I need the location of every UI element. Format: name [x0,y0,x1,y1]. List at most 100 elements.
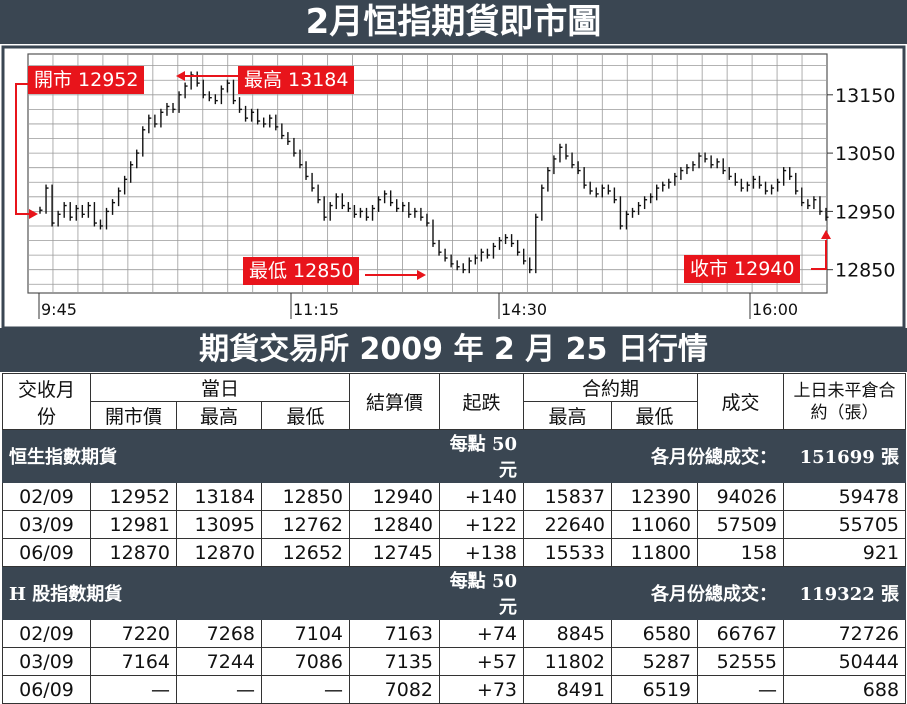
cell-change: +57 [439,647,525,676]
cell-contract-high: 8845 [523,619,613,648]
cell-open: — [90,675,177,704]
cell-contract-low: 11060 [611,510,699,539]
cell-month: 03/09 [2,647,91,676]
section-name: H 股指數期貨 [1,566,441,620]
cell-open-interest: 59478 [783,482,907,511]
cell-change: +138 [439,538,525,567]
cell-open: 7164 [90,647,177,676]
cell-month: 06/09 [2,538,91,567]
cell-change: +122 [439,510,525,539]
callout-close: 收市 12940 [684,255,801,283]
header-contract-high: 最高 [523,401,613,430]
y-tick-label: 12950 [835,201,895,223]
cell-settle: 7135 [349,647,441,676]
cell-month: 02/09 [2,619,91,648]
arrowhead-high [176,71,185,81]
x-tick-label: 16:00 [752,300,798,319]
table-row: 02/09 12952 13184 12850 12940 +140 15837 12390 9… [2,482,907,511]
cell-open: 12952 [90,482,177,511]
cell-low: 7086 [260,647,351,676]
arrowhead-low [417,270,426,280]
section-unit: 每點 50 元 [439,566,525,620]
header-month: 交收月份 [2,373,91,430]
cell-low: 12652 [260,538,351,567]
x-tick-label: 11:15 [293,300,339,319]
cell-settle: 12840 [349,510,441,539]
cell-volume: 52555 [697,647,785,676]
section-unit: 每點 50 元 [439,429,525,483]
cell-high: 7244 [176,647,262,676]
cell-settle: 7082 [349,675,441,704]
section-total-value: 151699 張 [783,429,907,483]
cell-change: +73 [439,675,525,704]
cell-low: 12762 [260,510,351,539]
table-title: 期貨交易所 2009 年 2 月 25 日行情 [0,328,907,372]
header-high: 最高 [176,401,262,430]
cell-high: 13095 [176,510,262,539]
cell-open-interest: 921 [783,538,907,567]
chart-title: 2月恒指期貨即市圖 [0,0,907,44]
table-row: 06/09— — —7082 +73 8491 6519—688 [2,675,907,704]
cell-volume: 57509 [697,510,785,539]
header-low: 最低 [260,401,351,430]
cell-low: 7104 [260,619,351,648]
arrowhead-open [29,209,38,219]
y-tick-label: 13050 [835,143,895,165]
cell-volume: 94026 [697,482,785,511]
cell-volume: 66767 [697,619,785,648]
arrow-close [811,240,827,270]
cell-contract-high: 11802 [523,647,613,676]
cell-month: 03/09 [2,510,91,539]
header-contract: 合約期 [523,373,699,402]
cell-contract-high: 15837 [523,482,613,511]
section-header: 恒生指數期貨 每點 50 元各月份總成交： 151699 張 [1,429,907,483]
arrow-open [15,83,33,215]
table-row: 06/09 12870 12870 12652 12745 +138 15533 11800 1… [2,538,907,567]
table-row: 02/09 7220 7268 7104 7163 +74 8845 6580 66767 727… [2,619,907,648]
cell-settle: 12745 [349,538,441,567]
x-tick-label: 14:30 [501,300,547,319]
cell-open-interest: 72726 [783,619,907,648]
table-row: 03/09 7164 7244 7086 7135 +57 11802 5287 52555 50… [2,647,907,676]
arrowhead-close [821,230,831,239]
cell-open-interest: 50444 [783,647,907,676]
cell-settle: 7163 [349,619,441,648]
cell-high: 13184 [176,482,262,511]
cell-high: 7268 [176,619,262,648]
cell-open-interest: 688 [783,675,907,704]
cell-high: 12870 [176,538,262,567]
cell-volume: — [697,675,785,704]
cell-month: 06/09 [2,675,91,704]
cell-contract-high: 15533 [523,538,613,567]
cell-open: 7220 [90,619,177,648]
intraday-chart: 13150 13050 12950 12850 9:45 11:15 14:30 16:00 … [0,44,907,328]
cell-change: +140 [439,482,525,511]
table-row: 03/09 12981 13095 12762 12840 +122 22640 11060 5… [2,510,907,539]
cell-contract-low: 12390 [611,482,699,511]
section-total-label: 各月份總成交： [523,566,785,620]
cell-contract-high: 22640 [523,510,613,539]
cell-contract-high: 8491 [523,675,613,704]
cell-month: 02/09 [2,482,91,511]
cell-low: 12850 [260,482,351,511]
x-tick-label: 9:45 [41,300,77,319]
y-tick-label: 12850 [835,260,895,282]
quotes-table: 交收月份 當日 結算價 起跌 合約期 成交 上日未平倉合約（張） 開市價 最高 … [1,373,907,704]
section-name: 恒生指數期貨 [1,429,441,483]
callout-open: 開市 12952 [28,66,145,94]
header-contract-low: 最低 [611,401,699,430]
header-open: 開市價 [90,401,177,430]
header-settle: 結算價 [349,373,441,430]
callout-low: 最低 12850 [243,257,360,285]
header-volume: 成交 [697,373,785,430]
y-tick-label: 13150 [835,85,895,107]
section-total-label: 各月份總成交： [523,429,785,483]
cell-contract-low: 5287 [611,647,699,676]
table-body: 恒生指數期貨 每點 50 元各月份總成交： 151699 張 02/09 12952 13… [1,429,907,704]
section-header: H 股指數期貨 每點 50 元各月份總成交： 119322 張 [1,566,907,620]
cell-contract-low: 6580 [611,619,699,648]
cell-change: +74 [439,619,525,648]
cell-contract-low: 6519 [611,675,699,704]
cell-open: 12870 [90,538,177,567]
section-total-value: 119322 張 [783,566,907,620]
